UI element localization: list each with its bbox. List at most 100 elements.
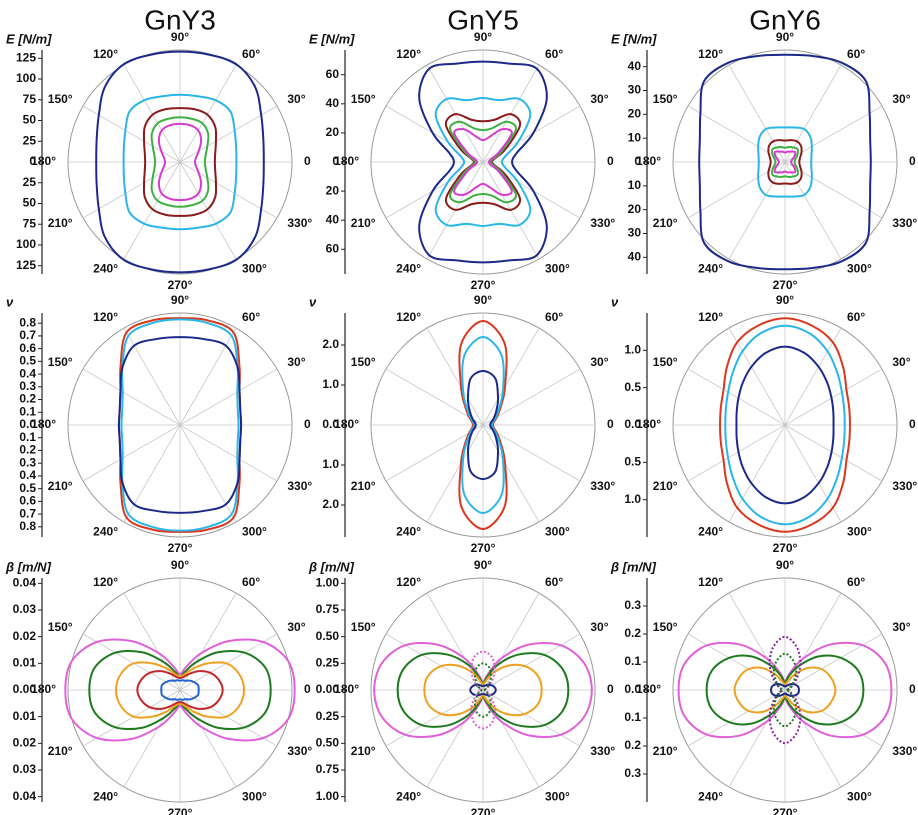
polar-curve: [444, 113, 522, 211]
angle-grid-line: [82, 424, 181, 482]
angle-label: 0: [909, 417, 916, 431]
polar-curve: [724, 324, 846, 526]
angle-label: 150°: [48, 620, 73, 634]
angle-grid-line: [784, 424, 842, 523]
polar-curve: [396, 652, 570, 728]
r-tick-label: 40: [628, 59, 642, 73]
polar-curve: [373, 641, 593, 739]
angle-grid-line: [179, 161, 237, 260]
angle-label: 30°: [590, 620, 608, 634]
polar-curve: [95, 50, 265, 274]
polar-curve: [469, 683, 497, 697]
r-tick-label: 0.0: [624, 417, 641, 431]
angle-grid-line: [385, 689, 484, 747]
angle-label: 60°: [847, 575, 865, 589]
angle-label: 300°: [847, 525, 872, 539]
angle-label: 30°: [287, 355, 305, 369]
polar-curve: [64, 638, 296, 742]
angle-grid-line: [728, 64, 786, 163]
angle-grid-line: [123, 424, 181, 523]
angle-label: 30°: [287, 620, 305, 634]
r-tick-label: 0.6: [19, 494, 36, 508]
axis-label: E [N/m]: [6, 31, 52, 46]
r-tick-label: 1.0: [624, 343, 641, 357]
polar-curve: [473, 662, 493, 718]
r-tick-label: 25: [23, 133, 37, 147]
angle-label: 210°: [48, 744, 73, 758]
angle-label: 270°: [773, 541, 798, 555]
angle-label: 120°: [698, 575, 723, 589]
angle-grid-line: [385, 368, 484, 426]
angle-label: 180°: [636, 417, 661, 431]
angle-label: 210°: [48, 479, 73, 493]
angle-label: 30°: [892, 92, 910, 106]
angle-label: 240°: [698, 525, 723, 539]
r-tick-label: 0.02: [13, 736, 37, 750]
angle-grid-line: [123, 327, 181, 426]
angle-label: 300°: [242, 790, 267, 804]
angle-label: 180°: [334, 417, 359, 431]
angle-label: 300°: [545, 790, 570, 804]
angle-grid-line: [687, 689, 786, 747]
angle-label: 90°: [474, 558, 492, 572]
angle-label: 90°: [171, 30, 189, 44]
polar-curve: [160, 679, 200, 701]
angle-label: 0: [304, 154, 311, 168]
angle-grid-line: [784, 161, 883, 219]
angle-label: 210°: [351, 216, 376, 230]
polar-curve: [449, 120, 517, 204]
angle-grid-line: [482, 327, 540, 426]
r-tick-label: 0.0: [322, 417, 339, 431]
polar-curve: [88, 649, 272, 731]
polar-curve: [122, 93, 238, 231]
angle-label: 90°: [776, 30, 794, 44]
angle-label: 0: [304, 682, 311, 696]
r-tick-label: 75: [23, 216, 37, 230]
r-tick-label: 0.1: [19, 404, 36, 418]
r-tick-label: 1.00: [316, 576, 340, 590]
angle-label: 330°: [892, 744, 917, 758]
angle-label: 30°: [287, 92, 305, 106]
angle-label: 330°: [287, 744, 312, 758]
angle-grid-line: [784, 105, 883, 163]
polar-curve: [771, 146, 799, 178]
r-tick-label: 0.1: [624, 710, 641, 724]
r-tick-label: 0.3: [624, 766, 641, 780]
r-tick-label: 0.0: [19, 417, 36, 431]
angle-label: 270°: [471, 806, 496, 815]
polar-curve: [150, 116, 210, 208]
angle-grid-line: [784, 161, 842, 260]
angle-label: 120°: [396, 310, 421, 324]
r-tick-label: 0.25: [316, 656, 340, 670]
angle-label: 60°: [847, 310, 865, 324]
polar-curve: [466, 369, 500, 481]
angle-grid-line: [482, 633, 581, 691]
r-tick-label: 0: [634, 154, 641, 168]
r-tick-label: 0.2: [19, 392, 36, 406]
r-tick-label: 1.00: [316, 789, 340, 803]
angle-grid-line: [784, 64, 842, 163]
angle-label: 0: [607, 682, 614, 696]
angle-grid-line: [385, 633, 484, 691]
r-tick-label: 0.4: [19, 366, 36, 380]
angle-label: 150°: [351, 620, 376, 634]
angle-grid-line: [179, 424, 278, 482]
r-tick-label: 0.03: [13, 762, 37, 776]
polar-curve: [434, 96, 532, 228]
angle-grid-line: [123, 161, 181, 260]
polar-curve: [453, 128, 513, 196]
angle-label: 300°: [242, 525, 267, 539]
polar-curve: [418, 60, 548, 264]
r-tick-label: 1.0: [322, 457, 339, 471]
polar-curve: [142, 107, 218, 217]
angle-label: 180°: [31, 682, 56, 696]
angle-label: 0: [909, 154, 916, 168]
r-tick-label: 0.75: [316, 762, 340, 776]
angle-label: 180°: [636, 154, 661, 168]
angle-label: 60°: [545, 310, 563, 324]
angle-label: 240°: [93, 790, 118, 804]
r-tick-label: 0.25: [316, 709, 340, 723]
angle-label: 270°: [773, 278, 798, 292]
r-tick-label: 0.2: [19, 443, 36, 457]
angle-grid-line: [728, 327, 786, 426]
